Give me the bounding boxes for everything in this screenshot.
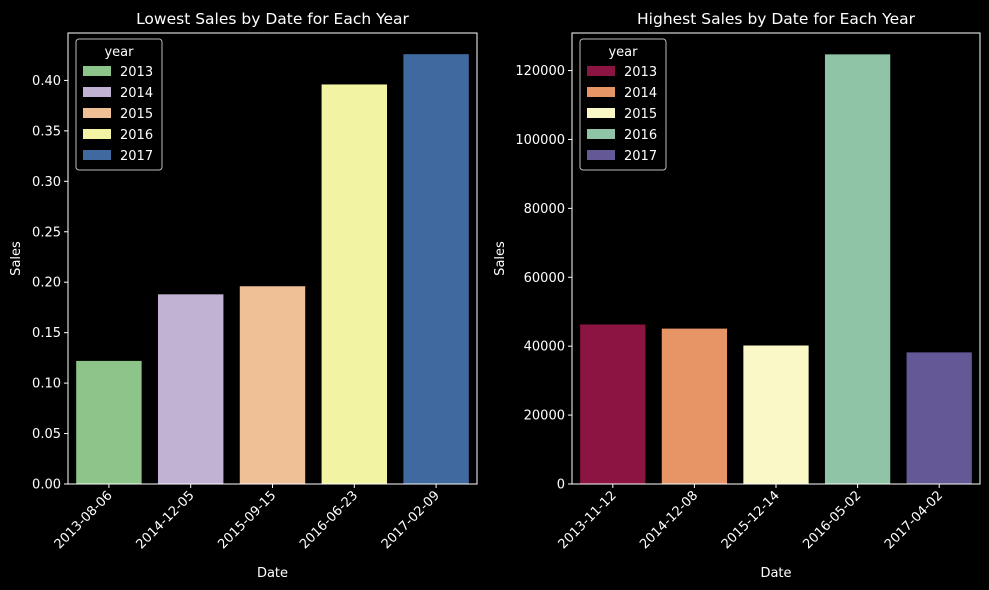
y-tick-label: 0.05 [32, 427, 61, 442]
x-axis-label: Date [760, 566, 791, 581]
y-tick-label: 80000 [524, 202, 565, 217]
legend-entry-2017: 2017 [624, 149, 657, 164]
y-axis-label: Sales [493, 241, 508, 276]
y-tick-label: 0.10 [32, 377, 61, 392]
bar-2015-09-15 [239, 286, 306, 484]
x-tick-label: 2016-06-23 [297, 488, 361, 552]
x-axis-label: Date [257, 566, 288, 581]
legend-swatch-2015 [83, 108, 111, 118]
x-tick-label: 2014-12-08 [637, 488, 701, 552]
x-tick-label: 2015-09-15 [215, 488, 279, 552]
legend-entry-2017: 2017 [120, 149, 153, 164]
legend-swatch-2014 [587, 87, 615, 97]
legend: year 2013 2014 2015 2016 2017 [75, 38, 163, 171]
lowest-sales-chart: 0.00 0.05 0.10 0.15 0.20 0.25 0.30 0.35 0.40 2013… [9, 10, 478, 581]
legend-swatch-2014 [83, 87, 111, 97]
bar-2016-05-02 [824, 54, 891, 485]
bar-2013-08-06 [76, 360, 142, 484]
y-axis-label: Sales [9, 241, 24, 276]
x-tick-label: 2013-11-12 [556, 488, 620, 552]
legend-title: year [104, 45, 134, 60]
y-tick-label: 0.35 [32, 124, 61, 139]
legend-entry-2013: 2013 [120, 65, 153, 80]
bar-2014-12-05 [157, 294, 224, 484]
legend-entry-2015: 2015 [120, 107, 153, 122]
y-tick-label: 0.40 [32, 74, 61, 89]
legend-title: year [608, 45, 638, 60]
legend-swatch-2016 [587, 129, 615, 139]
legend-entry-2016: 2016 [120, 128, 153, 143]
y-tick-label: 0.00 [32, 478, 61, 493]
legend-entry-2014: 2014 [624, 86, 657, 101]
bar-2013-11-12 [580, 324, 646, 484]
y-tick-label: 0.25 [32, 225, 61, 240]
legend-swatch-2013 [587, 66, 615, 76]
highest-sales-chart: 0 20000 40000 60000 80000 100000 120000 2013-11… [493, 10, 981, 581]
chart-title: Highest Sales by Date for Each Year [637, 10, 916, 28]
x-tick-label: 2017-04-02 [882, 488, 946, 552]
legend-swatch-2016 [83, 129, 111, 139]
legend-swatch-2013 [83, 66, 111, 76]
y-tick-label: 20000 [524, 409, 565, 424]
legend-entry-2014: 2014 [120, 86, 153, 101]
bar-2017-04-02 [906, 352, 972, 484]
bar-2015-12-14 [743, 345, 809, 484]
x-tick-label: 2014-12-05 [133, 488, 197, 552]
y-tick-label: 60000 [524, 271, 565, 286]
y-tick-label: 100000 [515, 133, 565, 148]
legend-swatch-2015 [587, 108, 615, 118]
y-tick-label: 0.30 [32, 175, 61, 190]
y-tick-label: 0 [557, 478, 565, 493]
y-tick-label: 0.20 [32, 276, 61, 291]
bar-2017-02-09 [403, 54, 469, 484]
legend-entry-2016: 2016 [624, 128, 657, 143]
x-tick-label: 2015-12-14 [719, 488, 783, 552]
legend-entry-2015: 2015 [624, 107, 657, 122]
y-tick-label: 0.15 [32, 326, 61, 341]
chart-title: Lowest Sales by Date for Each Year [136, 10, 409, 28]
x-tick-label: 2016-05-02 [800, 488, 864, 552]
legend-swatch-2017 [83, 150, 111, 160]
bar-2016-06-23 [321, 84, 388, 485]
legend-entry-2013: 2013 [624, 65, 657, 80]
y-tick-label: 120000 [515, 64, 565, 79]
bar-2014-12-08 [661, 328, 728, 484]
x-tick-label: 2013-08-06 [52, 488, 116, 552]
legend: year 2013 2014 2015 2016 2017 [579, 38, 667, 171]
y-tick-label: 40000 [524, 340, 565, 355]
x-tick-label: 2017-02-09 [379, 488, 443, 552]
legend-swatch-2017 [587, 150, 615, 160]
